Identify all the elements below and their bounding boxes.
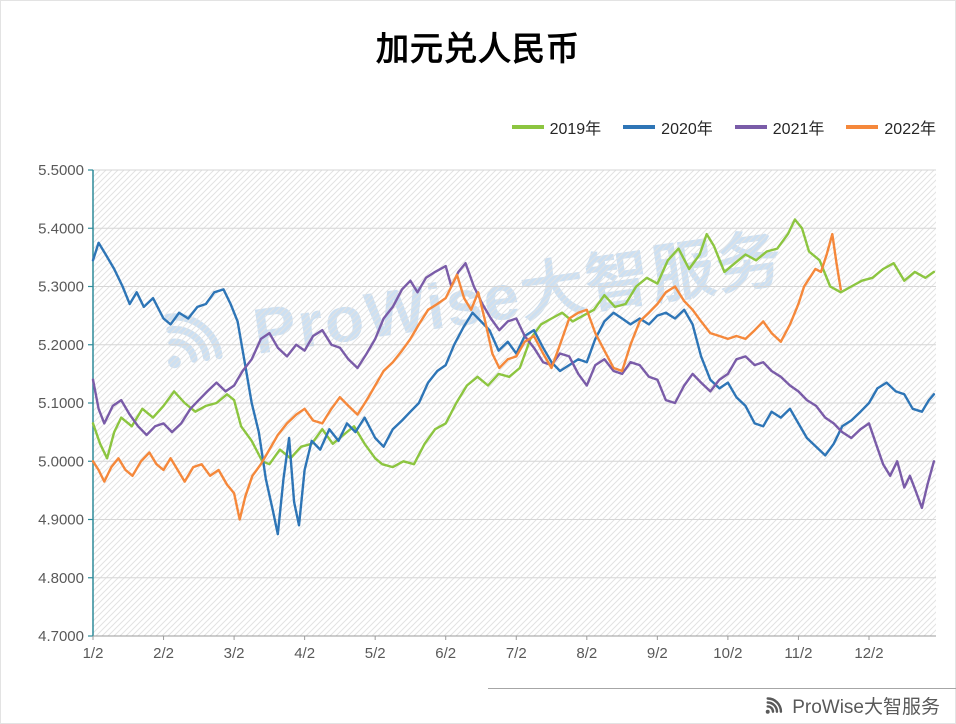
legend-swatch-2019	[511, 125, 544, 129]
series-line-2021年	[91, 262, 936, 510]
x-axis-label: 9/2	[647, 645, 668, 662]
legend-item-2021: 2021年	[734, 115, 825, 139]
legend: 2019年 2020年 2021年 2022年	[490, 115, 936, 139]
footer-brand: ProWise大智服务	[762, 692, 940, 719]
x-axis-label: 7/2	[506, 645, 527, 662]
x-axis-label: 10/2	[713, 645, 742, 662]
x-axis-label: 5/2	[365, 645, 386, 662]
x-axis-label: 11/2	[784, 645, 812, 662]
x-axis-label: 1/2	[83, 645, 104, 662]
legend-label-2021: 2021年	[772, 121, 825, 138]
legend-label-2022: 2022年	[884, 121, 936, 138]
prowise-footer-icon	[765, 696, 783, 714]
legend-item-2022: 2022年	[846, 115, 936, 139]
x-axis-label: 8/2	[576, 645, 597, 662]
series-line-2019年	[91, 218, 936, 469]
y-axis-label: 5.2000	[38, 337, 84, 354]
x-axis-label: 3/2	[224, 645, 245, 662]
footer-divider	[488, 688, 956, 689]
chart-title: 加元兑人民币	[376, 30, 580, 67]
y-axis-label: 5.0000	[38, 453, 84, 470]
y-axis-label: 4.9000	[38, 512, 84, 529]
y-axis-label: 5.1000	[38, 395, 84, 412]
legend-swatch-2020	[623, 125, 656, 129]
legend-swatch-2022	[846, 125, 879, 129]
legend-label-2020: 2020年	[661, 121, 713, 138]
legend-item-2019: 2019年	[511, 115, 602, 139]
x-axis-label: 6/2	[435, 645, 456, 662]
y-axis-label: 5.5000	[38, 162, 84, 179]
y-axis-label: 4.7000	[38, 628, 84, 645]
footer-brand-text: ProWise大智服务	[792, 697, 940, 718]
x-axis-label: 12/2	[854, 645, 883, 662]
legend-item-2020: 2020年	[623, 115, 713, 139]
series-line-2022年	[91, 232, 842, 521]
series-line-2020年	[91, 241, 936, 536]
y-axis-label: 4.8000	[38, 570, 84, 587]
legend-swatch-2021	[734, 125, 767, 129]
y-axis-label: 5.4000	[38, 220, 84, 237]
legend-label-2019: 2019年	[549, 121, 602, 138]
x-axis-label: 4/2	[294, 645, 315, 662]
y-axis-label: 5.3000	[38, 279, 84, 296]
x-axis-label: 2/2	[153, 645, 174, 662]
